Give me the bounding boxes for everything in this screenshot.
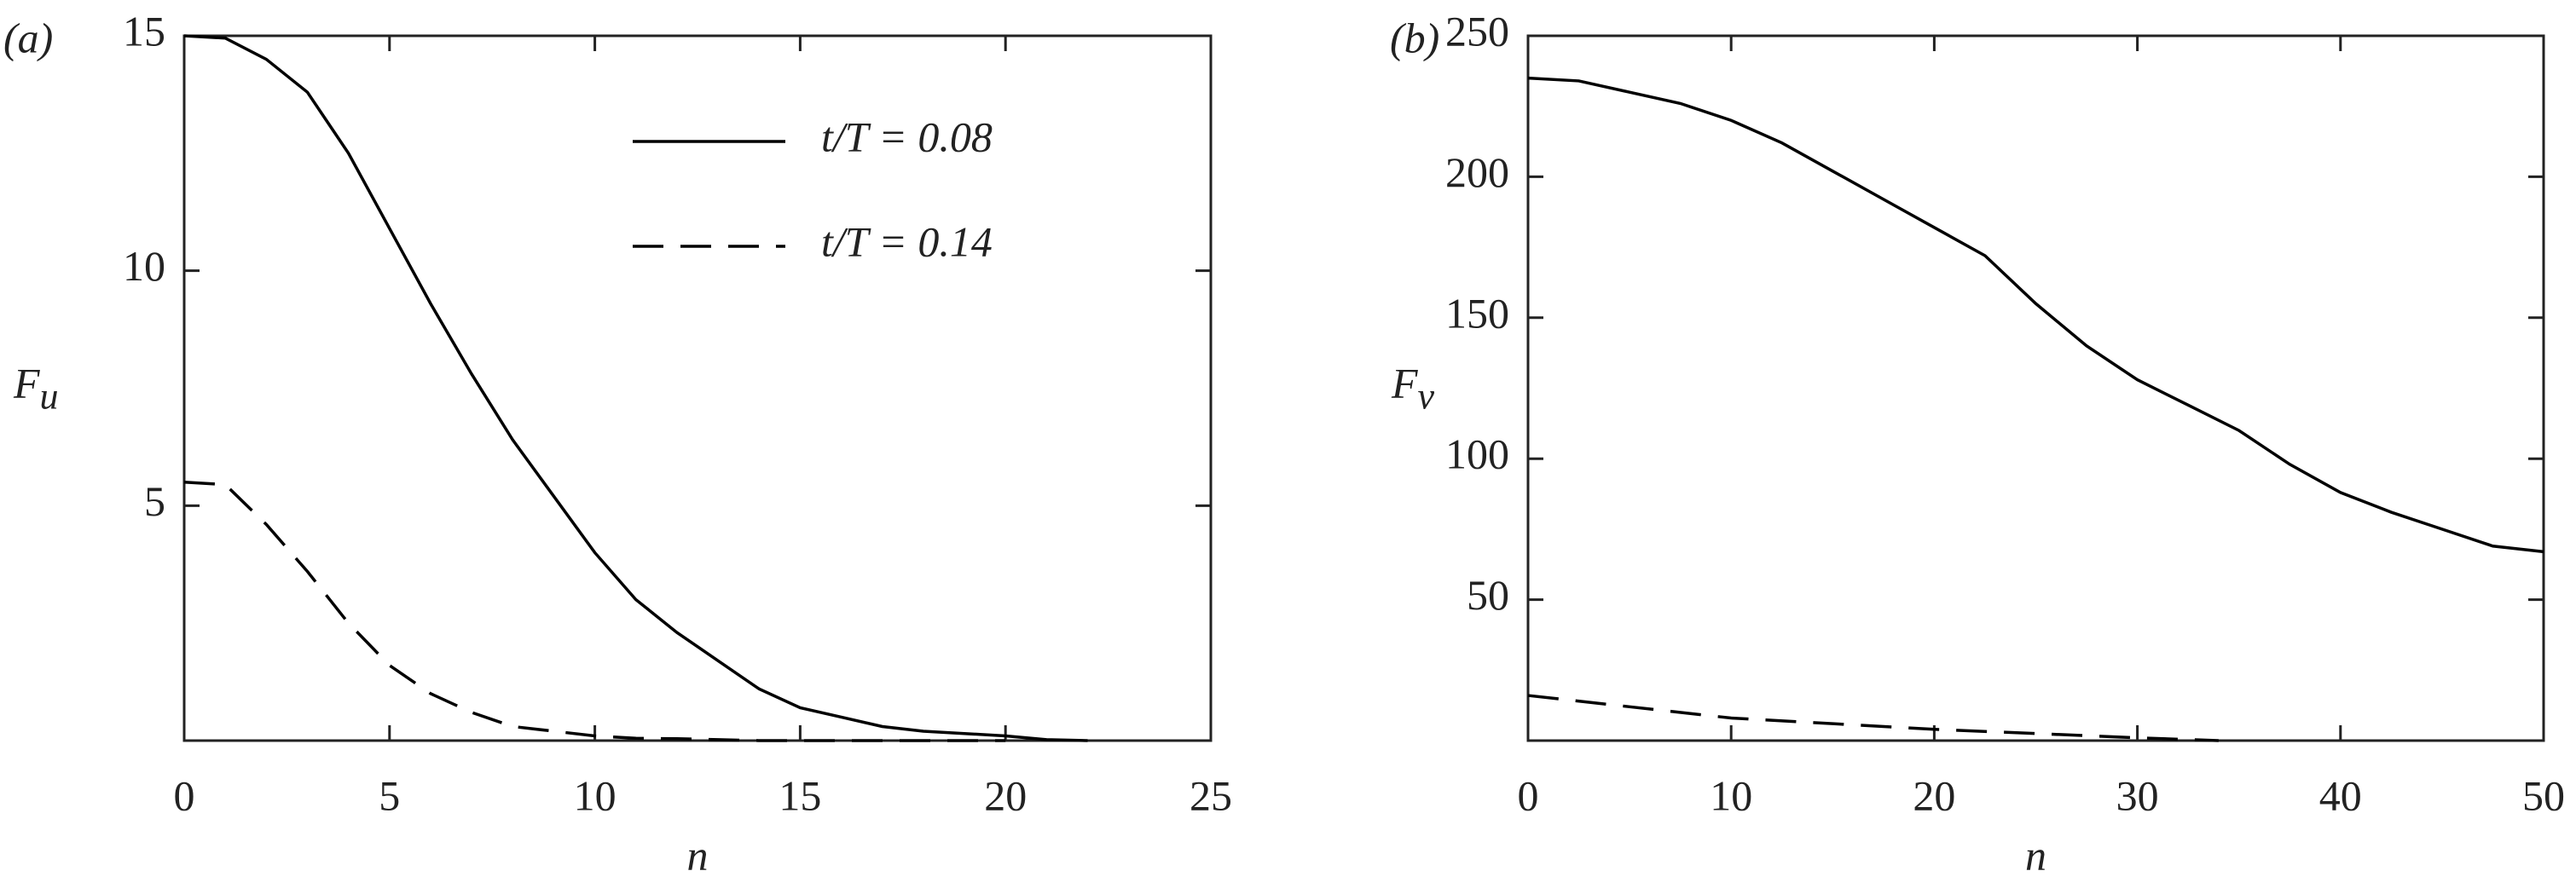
- data-line: [1527, 76, 2544, 554]
- plot-frame: [1526, 34, 2545, 742]
- y-tick-label: 15: [123, 7, 165, 55]
- panel-label: (a): [3, 14, 53, 61]
- x-tick-label: 5: [379, 771, 400, 819]
- panel-label: (b): [1390, 14, 1439, 61]
- x-tick-label: 20: [984, 771, 1027, 819]
- y-axis-label-main: F: [1391, 360, 1418, 407]
- data-line: [1527, 694, 2219, 742]
- x-axis-label: n: [687, 831, 709, 879]
- x-tick-label: 40: [2319, 771, 2362, 819]
- x-tick-label: 10: [574, 771, 617, 819]
- y-tick-label: 250: [1445, 7, 1509, 55]
- plot-frame: [182, 34, 1213, 742]
- y-tick-label: 5: [144, 477, 165, 525]
- y-tick-label: 150: [1445, 289, 1509, 337]
- x-tick-label: 15: [779, 771, 821, 819]
- x-tick-label: 20: [1913, 771, 1955, 819]
- x-tick-label: 0: [1518, 771, 1539, 819]
- y-axis-label: Fv: [1391, 360, 1435, 418]
- y-axis-label: Fu: [13, 360, 59, 418]
- legend-label: t/T = 0.08: [821, 112, 993, 160]
- y-axis-label-main: F: [13, 360, 40, 407]
- x-tick-label: 10: [1710, 771, 1752, 819]
- x-tick-label: 30: [2116, 771, 2159, 819]
- y-tick-label: 50: [1467, 571, 1509, 619]
- x-tick-label: 25: [1190, 771, 1232, 819]
- y-axis-label-sub: v: [1418, 376, 1435, 418]
- legend-label: t/T = 0.14: [821, 217, 993, 265]
- data-line: [183, 34, 1088, 742]
- x-tick-label: 0: [174, 771, 195, 819]
- x-axis-label: n: [2025, 831, 2046, 879]
- y-axis-label-sub: u: [40, 376, 59, 418]
- y-tick-label: 10: [123, 242, 165, 290]
- data-line: [183, 481, 1006, 742]
- y-tick-label: 100: [1445, 430, 1509, 478]
- x-tick-label: 50: [2522, 771, 2565, 819]
- y-tick-label: 200: [1445, 148, 1509, 196]
